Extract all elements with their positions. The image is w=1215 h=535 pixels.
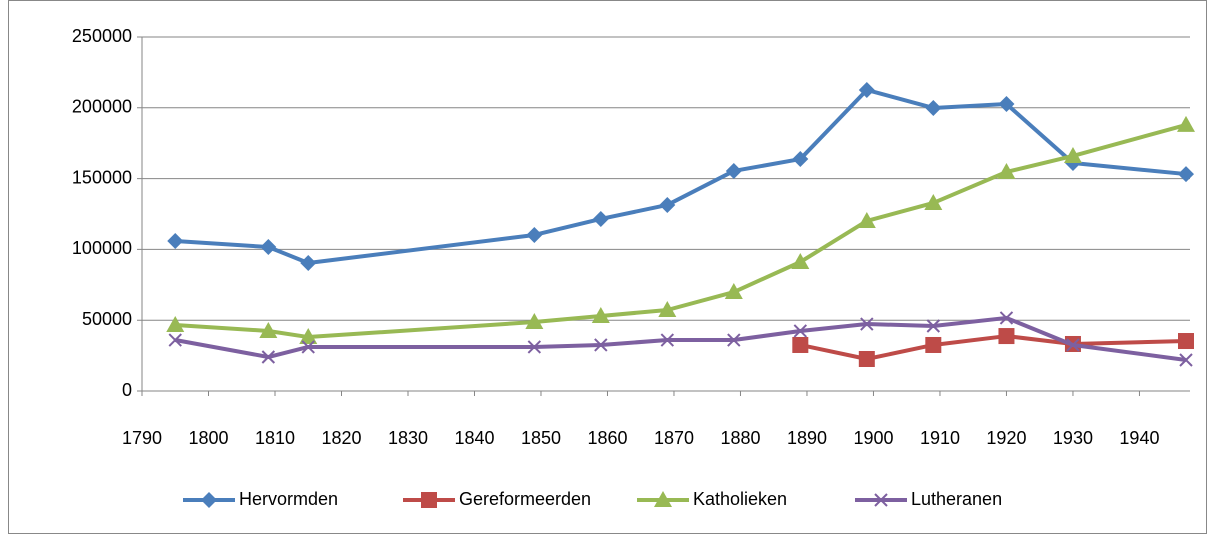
marker bbox=[858, 350, 875, 367]
x-tick-label: 1870 bbox=[654, 428, 694, 448]
x-tick-label: 1920 bbox=[986, 428, 1026, 448]
x-tick-label: 1800 bbox=[188, 428, 228, 448]
x-tick-label: 1790 bbox=[122, 428, 162, 448]
marker bbox=[166, 316, 185, 333]
legend-marker bbox=[654, 491, 672, 507]
marker bbox=[727, 333, 741, 347]
marker bbox=[659, 196, 676, 213]
x-tick-label: 1860 bbox=[587, 428, 627, 448]
marker bbox=[1178, 166, 1194, 183]
y-tick-label: 150000 bbox=[72, 167, 132, 187]
marker bbox=[997, 162, 1016, 179]
marker bbox=[1178, 333, 1194, 350]
marker bbox=[791, 253, 810, 270]
legend-label: Hervormden bbox=[239, 489, 338, 509]
marker bbox=[792, 151, 809, 168]
marker bbox=[261, 350, 276, 364]
x-tick-label: 1890 bbox=[787, 428, 827, 448]
series-line bbox=[799, 334, 1187, 361]
marker bbox=[857, 211, 876, 228]
x-tick-label: 1940 bbox=[1119, 428, 1159, 448]
legend-label: Gereformeerden bbox=[459, 489, 591, 509]
x-tick-label: 1910 bbox=[920, 428, 960, 448]
marker bbox=[999, 311, 1014, 325]
marker bbox=[527, 340, 542, 354]
x-tick-label: 1840 bbox=[454, 428, 494, 448]
marker bbox=[926, 319, 941, 333]
marker bbox=[168, 333, 182, 347]
x-tick-label: 1930 bbox=[1053, 428, 1093, 448]
marker bbox=[526, 226, 543, 243]
x-tick-label: 1810 bbox=[255, 428, 295, 448]
marker bbox=[725, 162, 742, 179]
legend-label: Katholieken bbox=[693, 489, 787, 509]
y-tick-label: 50000 bbox=[82, 309, 132, 329]
marker bbox=[260, 238, 277, 255]
y-tick-label: 200000 bbox=[72, 97, 132, 117]
marker bbox=[299, 328, 318, 345]
x-tick-label: 1850 bbox=[521, 428, 561, 448]
legend-marker bbox=[874, 493, 888, 507]
x-tick-label: 1900 bbox=[853, 428, 893, 448]
x-tick-label: 1830 bbox=[388, 428, 428, 448]
y-tick-label: 0 bbox=[122, 380, 132, 400]
marker bbox=[858, 81, 875, 98]
legend-marker bbox=[421, 492, 437, 508]
marker bbox=[259, 321, 278, 338]
marker bbox=[925, 336, 942, 353]
y-tick-label: 250000 bbox=[72, 26, 132, 46]
marker bbox=[167, 233, 184, 250]
x-tick-label: 1820 bbox=[321, 428, 361, 448]
marker bbox=[591, 306, 610, 323]
marker bbox=[301, 340, 315, 354]
marker bbox=[660, 333, 675, 347]
marker bbox=[924, 193, 943, 210]
marker bbox=[658, 301, 677, 318]
marker bbox=[1063, 146, 1082, 163]
marker bbox=[525, 313, 544, 330]
marker bbox=[1066, 338, 1080, 352]
marker bbox=[1177, 115, 1195, 132]
marker bbox=[724, 283, 743, 300]
marker bbox=[998, 328, 1015, 345]
legend-label: Lutheranen bbox=[911, 489, 1002, 509]
marker bbox=[1179, 353, 1193, 367]
marker bbox=[594, 338, 608, 352]
x-tick-label: 1880 bbox=[720, 428, 760, 448]
marker bbox=[792, 336, 809, 353]
marker bbox=[925, 99, 942, 116]
marker bbox=[998, 95, 1015, 112]
marker bbox=[592, 210, 609, 227]
marker bbox=[860, 317, 874, 331]
chart-border bbox=[8, 0, 1207, 534]
marker bbox=[793, 324, 808, 338]
y-tick-label: 100000 bbox=[72, 238, 132, 258]
marker bbox=[300, 254, 317, 271]
legend-marker bbox=[201, 492, 217, 508]
